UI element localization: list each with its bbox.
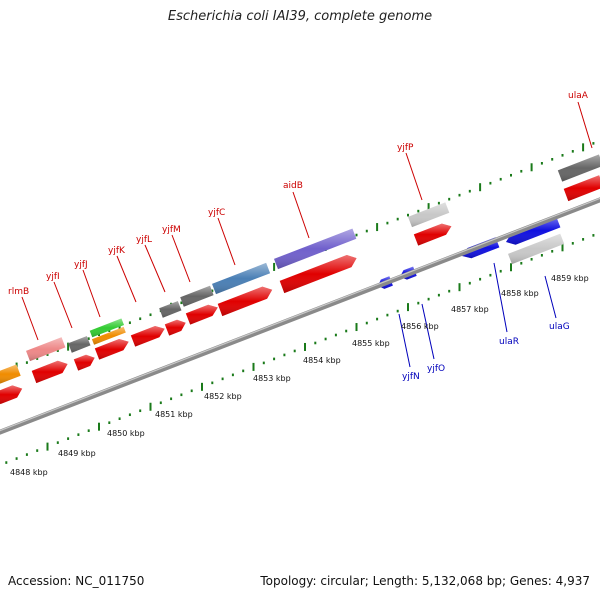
leader-yjfI: [53, 281, 73, 329]
gene-label-rlmB: rlmB: [8, 287, 29, 297]
feature-ulaA-box-shading: [557, 154, 600, 182]
inner-tick-track: [5, 234, 595, 464]
feature-rlmB-box-shading: [26, 337, 66, 362]
gene-label-aidB: aidB: [283, 181, 303, 191]
feature-yjfP-box-shading: [408, 202, 450, 228]
feature-yjfL-arrow-shading: [164, 319, 186, 336]
gene-label-yjfK: yjfK: [108, 246, 126, 256]
gene-label-ulaA: ulaA: [568, 91, 589, 101]
feature-yjfK-arrow-shading: [130, 326, 165, 347]
leader-yjfO: [421, 303, 435, 360]
scale-label-4851: 4851 kbp: [155, 410, 193, 419]
feature-yjfC-arrow-shading: [217, 286, 273, 317]
leader-rlmB: [21, 296, 39, 341]
feature-yjfP-arrow-shading: [413, 223, 452, 246]
gene-label-yjfC: yjfC: [208, 208, 225, 218]
leader-yjfJ: [82, 269, 101, 318]
scale-label-4848: 4848 kbp: [10, 468, 48, 477]
genome-backbone-highlight: [0, 197, 600, 432]
scale-label-4850: 4850 kbp: [107, 429, 145, 438]
leader-yjfM: [171, 234, 191, 283]
gene-label-layer: rlmB yjfI yjfJ yjfK yjfL yjfM yjfC aidB …: [8, 91, 593, 382]
map-title: Escherichia coli IAI39, complete genome: [167, 9, 433, 24]
feature-rlmB-arrow-shading: [31, 360, 68, 384]
feature-yjfJ-orange-shading: [91, 326, 126, 345]
accession-text: Accession: NC_011750: [8, 574, 145, 588]
gene-label-yjfI: yjfI: [46, 272, 60, 282]
feature-aidB-box-shading: [274, 228, 357, 270]
feature-layer: [0, 154, 600, 405]
gene-label-yjfL: yjfL: [136, 235, 152, 245]
gene-label-ulaG: ulaG: [549, 322, 570, 332]
scale-label-4849: 4849 kbp: [58, 449, 96, 458]
gene-label-yjfM: yjfM: [162, 225, 181, 235]
leader-ulaA: [577, 101, 593, 149]
scale-label-4855: 4855 kbp: [352, 339, 390, 348]
feature-yjfI-arrow-shading: [73, 354, 95, 371]
scale-label-4853: 4853 kbp: [253, 374, 291, 383]
scale-label-4858: 4858 kbp: [501, 289, 539, 298]
scale-label-4854: 4854 kbp: [303, 356, 341, 365]
genome-summary-text: Topology: circular; Length: 5,132,068 bp…: [260, 574, 590, 588]
feature-yjfJ-arrow-shading: [94, 339, 129, 360]
feature-ulaG-arrow-shading: [506, 216, 561, 245]
feature-aidB-arrow-shading: [279, 255, 357, 294]
feature-yjfL-box-shading: [159, 301, 182, 318]
gene-label-yjfN: yjfN: [402, 372, 420, 382]
leader-yjfC: [217, 217, 236, 266]
leader-ulaG: [544, 275, 557, 319]
feature-yjfI-box-shading: [68, 336, 91, 353]
leader-yjfP: [405, 152, 423, 201]
feature-yjfM-box-shading: [180, 285, 214, 307]
gene-label-ulaR: ulaR: [499, 337, 519, 347]
scale-label-layer: 4848 kbp 4849 kbp 4850 kbp 4851 kbp 4852…: [10, 274, 589, 477]
genome-backbone: [0, 197, 600, 435]
scale-label-4852: 4852 kbp: [204, 392, 242, 401]
feature-yjfM-arrow-shading: [185, 304, 218, 325]
feature-orange-left-shading: [0, 364, 21, 384]
leader-yjfK: [116, 255, 137, 303]
feature-ulaG-box-shading: [508, 233, 565, 265]
gene-label-yjfO: yjfO: [427, 364, 445, 374]
scale-label-4857: 4857 kbp: [451, 305, 489, 314]
feature-ulaA-arrow-shading: [563, 175, 600, 202]
gene-label-yjfP: yjfP: [397, 143, 414, 153]
feature-red-left-shading: [0, 385, 23, 405]
feature-yjfC-box-shading: [212, 262, 271, 295]
leader-ulaR: [493, 262, 508, 333]
scale-label-4859: 4859 kbp: [551, 274, 589, 283]
leader-yjfL: [144, 244, 166, 293]
leader-aidB: [292, 191, 310, 239]
scale-label-4856: 4856 kbp: [401, 322, 439, 331]
feature-yjfJ-green-shading: [89, 318, 124, 338]
gene-label-yjfJ: yjfJ: [74, 260, 88, 270]
leader-yjfN: [398, 313, 411, 368]
